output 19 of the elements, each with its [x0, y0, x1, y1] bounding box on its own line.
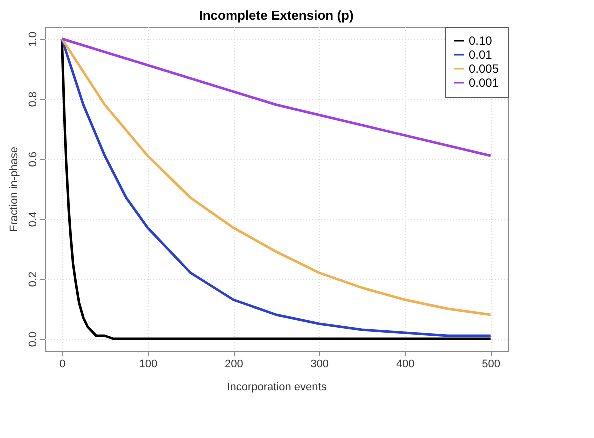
- x-tick-label: 500: [482, 358, 501, 370]
- y-tick-label: 0.4: [28, 212, 40, 228]
- y-tick-label: 0.8: [28, 92, 40, 108]
- y-tick-label: 1.0: [28, 32, 40, 48]
- y-tick-label: 0.2: [28, 272, 40, 288]
- legend-label: 0.10: [469, 34, 493, 48]
- legend-label: 0.005: [469, 62, 500, 76]
- x-tick-label: 400: [396, 358, 415, 370]
- y-tick-label: 0.6: [28, 152, 40, 168]
- x-tick-label: 300: [310, 358, 330, 370]
- y-tick-label: 0.0: [28, 332, 40, 348]
- legend-label: 0.001: [469, 76, 500, 90]
- x-tick-label: 100: [139, 358, 158, 370]
- x-axis-title: Incorporation events: [227, 382, 328, 394]
- y-axis-title: Fraction in-phase: [8, 147, 20, 232]
- legend-label: 0.01: [469, 48, 493, 62]
- chart-title: Incomplete Extension (p): [199, 8, 354, 23]
- x-tick-label: 200: [224, 358, 244, 370]
- x-tick-label: 0: [60, 358, 66, 370]
